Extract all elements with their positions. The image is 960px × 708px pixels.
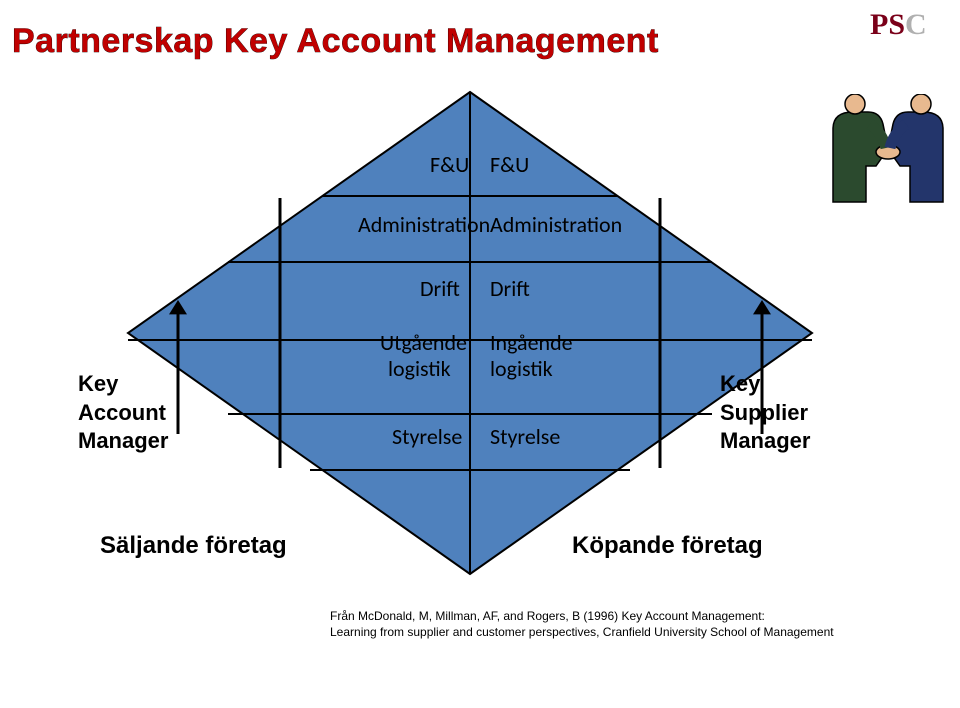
left-manager-line3: Manager (78, 427, 168, 456)
right-company-label: Köpande företag (572, 530, 763, 561)
right-manager-line2: Supplier (720, 399, 810, 428)
cell-label-left: Styrelse (392, 423, 462, 450)
footnote: Från McDonald, M, Millman, AF, and Roger… (330, 608, 834, 640)
cell-label-left: Utgående (380, 329, 467, 356)
left-company-label: Säljande företag (100, 530, 287, 561)
cell-label-right: Styrelse (490, 423, 560, 450)
left-manager-line2: Account (78, 399, 168, 428)
diamond-diagram: F&U F&U AdministrationAdministration Drift D… (0, 0, 960, 600)
footnote-line1: Från McDonald, M, Millman, AF, and Roger… (330, 608, 834, 624)
cell-label-right: logistik (490, 355, 553, 382)
footnote-line2: Learning from supplier and customer pers… (330, 624, 834, 640)
cell-label-right: Drift (490, 275, 530, 302)
cell-label-right: F&U (490, 151, 529, 178)
right-manager-line1: Key (720, 370, 810, 399)
cell-label-left: logistik (388, 355, 451, 382)
left-manager-label: Key Account Manager (78, 370, 168, 456)
cell-label-left: Drift (420, 275, 460, 302)
cell-label-right: Ingående (490, 329, 573, 356)
right-manager-line3: Manager (720, 427, 810, 456)
right-manager-label: Key Supplier Manager (720, 370, 810, 456)
cell-label-left: Administration (358, 211, 490, 238)
left-manager-line1: Key (78, 370, 168, 399)
cell-label-left: F&U (430, 151, 469, 178)
cell-label-right: Administration (490, 211, 622, 238)
